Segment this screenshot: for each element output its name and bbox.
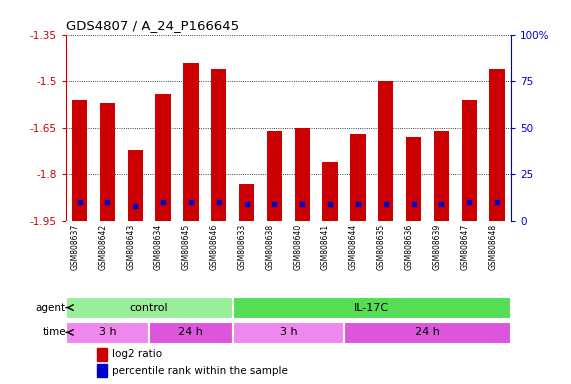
Bar	[127, 149, 143, 221]
Text: GSM808641: GSM808641	[321, 224, 330, 270]
Point	[270, 201, 279, 207]
Bar	[267, 131, 282, 221]
Text: GSM808634: GSM808634	[154, 224, 163, 270]
Bar	[66, 322, 149, 344]
Text: IL-17C: IL-17C	[354, 303, 389, 313]
Point	[214, 199, 223, 205]
Bar	[323, 162, 338, 221]
Text: 3 h: 3 h	[280, 328, 297, 338]
Point	[159, 199, 168, 205]
Text: control: control	[130, 303, 168, 313]
Bar	[378, 81, 393, 221]
Bar	[155, 94, 171, 221]
Point	[437, 201, 446, 207]
Bar	[66, 297, 233, 319]
Text: GDS4807 / A_24_P166645: GDS4807 / A_24_P166645	[66, 19, 239, 32]
Point	[75, 199, 84, 205]
Text: 24 h: 24 h	[179, 328, 203, 338]
Point	[186, 199, 195, 205]
Bar	[97, 364, 107, 377]
Point	[242, 201, 251, 207]
Bar	[350, 134, 365, 221]
Point	[381, 201, 391, 207]
Text: GSM808643: GSM808643	[126, 224, 135, 270]
Text: GSM808640: GSM808640	[293, 224, 302, 270]
Text: GSM808642: GSM808642	[98, 224, 107, 270]
Bar	[295, 128, 310, 221]
Text: GSM808637: GSM808637	[71, 224, 79, 270]
Text: GSM808648: GSM808648	[488, 224, 497, 270]
Point	[409, 201, 418, 207]
Text: GSM808639: GSM808639	[432, 224, 441, 270]
Text: percentile rank within the sample: percentile rank within the sample	[112, 366, 288, 376]
Text: GSM808645: GSM808645	[182, 224, 191, 270]
Point	[131, 203, 140, 209]
Point	[297, 201, 307, 207]
Bar	[211, 69, 227, 221]
Text: GSM808647: GSM808647	[460, 224, 469, 270]
Text: log2 ratio: log2 ratio	[112, 349, 163, 359]
Point	[103, 199, 112, 205]
Bar	[434, 131, 449, 221]
Bar	[149, 322, 233, 344]
Bar	[489, 69, 505, 221]
Text: agent: agent	[36, 303, 66, 313]
Bar	[183, 63, 199, 221]
Text: GSM808635: GSM808635	[377, 224, 386, 270]
Bar	[344, 322, 511, 344]
Bar	[100, 103, 115, 221]
Bar	[239, 184, 254, 221]
Text: GSM808636: GSM808636	[405, 224, 413, 270]
Text: time: time	[42, 328, 66, 338]
Bar	[72, 100, 87, 221]
Bar	[461, 100, 477, 221]
Text: GSM808633: GSM808633	[238, 224, 247, 270]
Point	[465, 199, 474, 205]
Point	[353, 201, 363, 207]
Bar	[406, 137, 421, 221]
Text: 24 h: 24 h	[415, 328, 440, 338]
Text: GSM808646: GSM808646	[210, 224, 219, 270]
Bar	[97, 348, 107, 361]
Bar	[233, 322, 344, 344]
Point	[325, 201, 335, 207]
Text: GSM808644: GSM808644	[349, 224, 358, 270]
Text: GSM808638: GSM808638	[266, 224, 275, 270]
Text: 3 h: 3 h	[99, 328, 116, 338]
Bar	[233, 297, 511, 319]
Point	[493, 199, 502, 205]
